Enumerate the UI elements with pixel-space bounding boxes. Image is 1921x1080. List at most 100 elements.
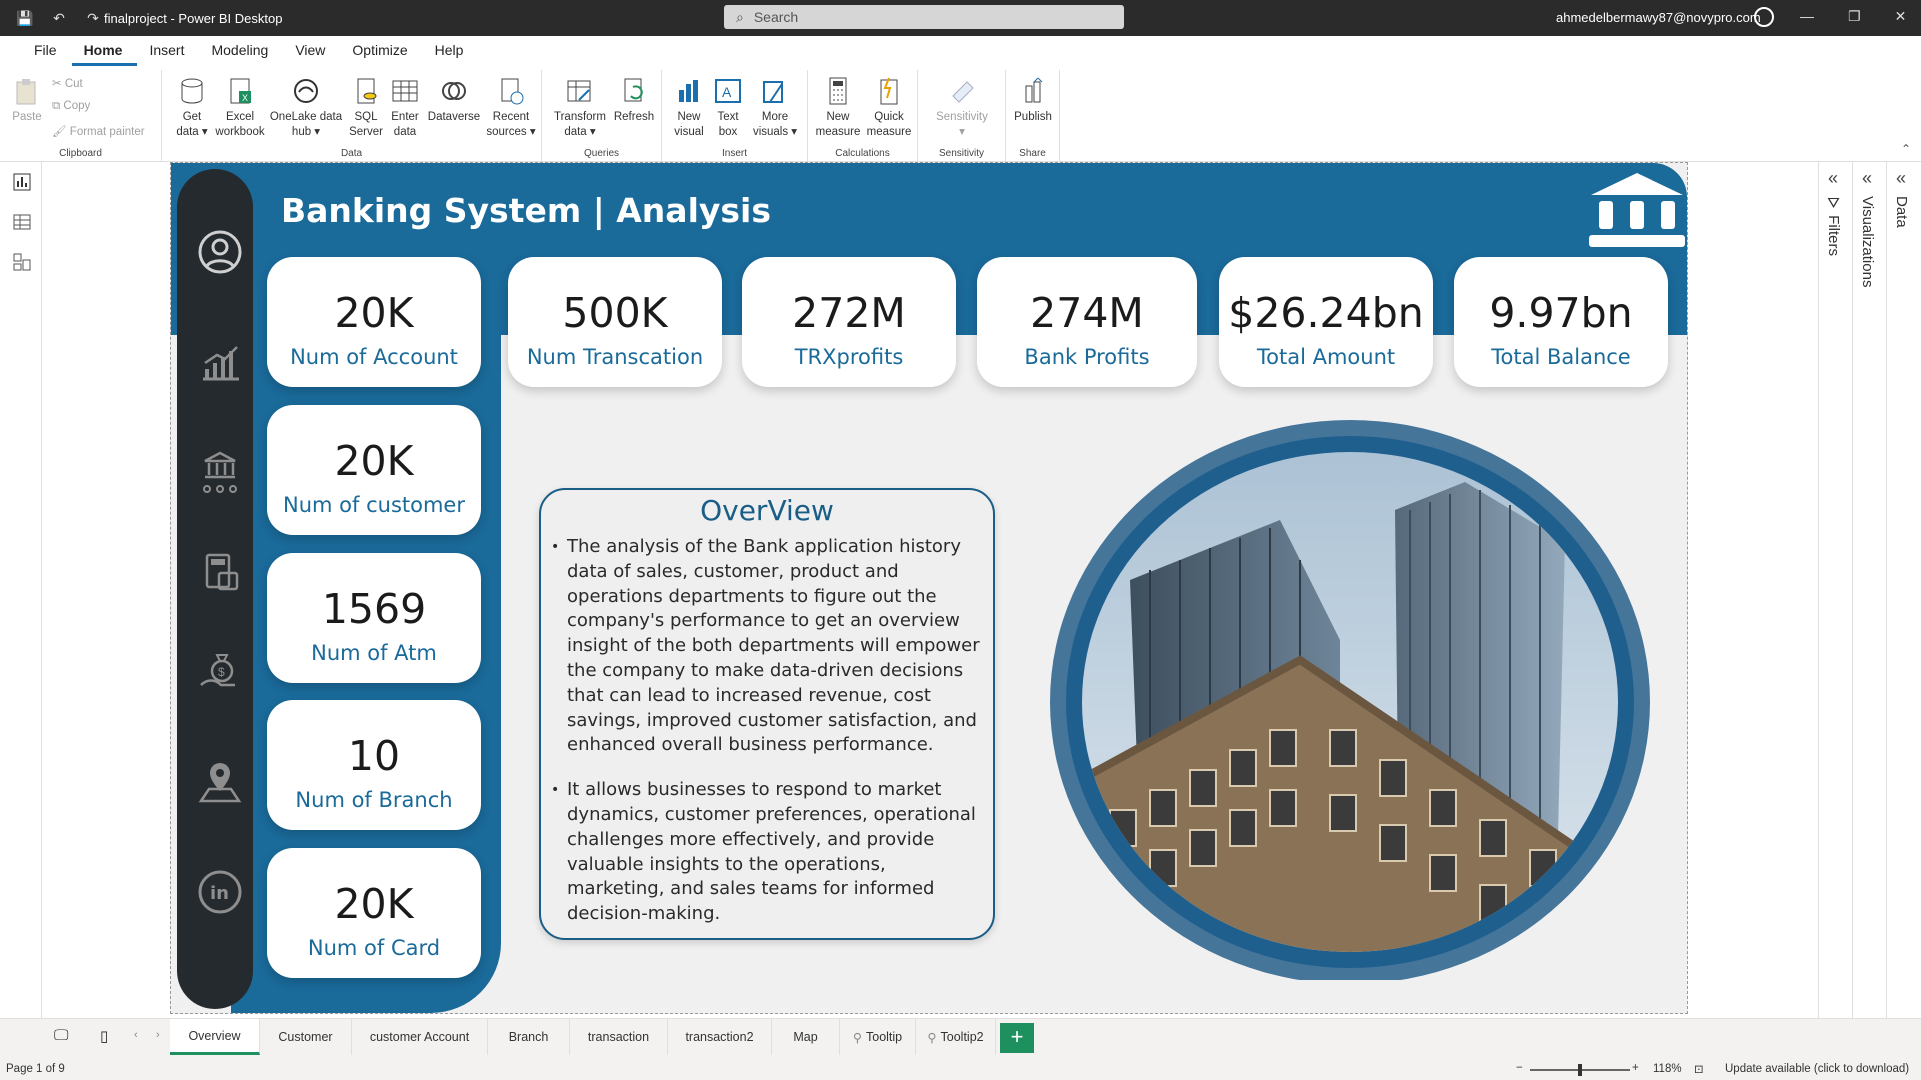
- new-visual-button[interactable]: New visual: [670, 76, 708, 140]
- prev-page-icon[interactable]: ‹: [134, 1029, 138, 1041]
- text-box-button[interactable]: A Text box: [710, 76, 746, 140]
- zoom-level: 118%: [1653, 1063, 1682, 1075]
- minimize-icon[interactable]: —: [1800, 8, 1814, 24]
- report-view-icon[interactable]: [12, 172, 32, 192]
- kpi-trx-profits[interactable]: 272M TRXprofits: [742, 257, 956, 387]
- more-visuals-button[interactable]: More visuals ▾: [750, 76, 800, 140]
- onelake-data-hub-button[interactable]: OneLake data hub ▾: [268, 76, 344, 140]
- table-view-icon[interactable]: [12, 212, 32, 232]
- recent-sources-button[interactable]: Recent sources ▾: [484, 76, 538, 140]
- cut-button[interactable]: ✂ Cut: [52, 78, 83, 90]
- search-box[interactable]: ⌕ Search: [724, 5, 1124, 29]
- menu-view[interactable]: View: [295, 42, 326, 58]
- excel-workbook-button[interactable]: X Excel workbook: [212, 76, 268, 140]
- sql-server-button[interactable]: SQL Server: [346, 76, 386, 140]
- kpi-total-amount[interactable]: $26.24bn Total Amount: [1219, 257, 1433, 387]
- restore-icon[interactable]: ❐: [1848, 8, 1861, 24]
- zoom-slider-thumb[interactable]: [1578, 1064, 1582, 1076]
- filters-pane[interactable]: « ⛛ Filters: [1818, 162, 1852, 1018]
- kpi-num-of-account[interactable]: 20K Num of Account: [267, 257, 481, 387]
- expand-visualizations-icon[interactable]: «: [1862, 168, 1873, 188]
- redo-icon[interactable]: ↷: [87, 9, 99, 26]
- format-painter-button[interactable]: 🖌 Format painter: [52, 126, 145, 138]
- zoom-out-icon[interactable]: −: [1516, 1062, 1523, 1074]
- visualizations-pane[interactable]: « Visualizations: [1852, 162, 1886, 1018]
- update-notice[interactable]: Update available (click to download): [1725, 1063, 1910, 1075]
- collapse-ribbon-icon[interactable]: ⌃: [1900, 142, 1911, 156]
- copy-button[interactable]: ⧉ Copy: [52, 100, 91, 112]
- search-icon: ⌕: [736, 8, 744, 25]
- publish-button[interactable]: Publish: [1010, 76, 1056, 125]
- new-measure-button[interactable]: New measure: [814, 76, 862, 140]
- desktop-layout-icon[interactable]: 🖵: [54, 1027, 69, 1044]
- svg-text:X: X: [242, 93, 248, 103]
- money-bag-hand-icon[interactable]: $: [197, 649, 243, 695]
- menu-insert[interactable]: Insert: [149, 42, 185, 58]
- kpi-num-of-customer[interactable]: 20K Num of customer: [267, 405, 481, 535]
- zoom-in-icon[interactable]: +: [1632, 1062, 1639, 1074]
- tab-branch[interactable]: Branch: [488, 1019, 570, 1055]
- kpi-value: $26.24bn: [1228, 289, 1424, 337]
- map-pin-icon[interactable]: [197, 759, 243, 805]
- zoom-slider[interactable]: [1530, 1064, 1630, 1076]
- menu-home[interactable]: Home: [71, 36, 138, 66]
- report-title: Banking System | Analysis: [281, 191, 771, 230]
- kpi-bank-profits[interactable]: 274M Bank Profits: [977, 257, 1197, 387]
- tab-customer-account[interactable]: customer Account: [352, 1019, 488, 1055]
- menu-optimize[interactable]: Optimize: [352, 42, 408, 58]
- kpi-total-balance[interactable]: 9.97bn Total Balance: [1454, 257, 1668, 387]
- expand-data-icon[interactable]: «: [1896, 168, 1907, 188]
- quick-measure-button[interactable]: Quick measure: [864, 76, 914, 140]
- fit-to-page-icon[interactable]: ⊡: [1694, 1064, 1704, 1076]
- tab-map[interactable]: Map: [772, 1019, 840, 1055]
- right-panes: « ⛛ Filters « Visualizations « Data: [1818, 162, 1921, 1018]
- transform-data-button[interactable]: Transform data ▾: [552, 76, 608, 140]
- tab-transaction[interactable]: transaction: [570, 1019, 668, 1055]
- overview-card[interactable]: OverView The analysis of the Bank applic…: [539, 488, 995, 940]
- title-bar: 💾 ↶ ↷ finalproject - Power BI Desktop ⌕ …: [0, 0, 1921, 36]
- avatar[interactable]: [1754, 7, 1774, 27]
- menu-help[interactable]: Help: [434, 42, 464, 58]
- dataverse-button[interactable]: Dataverse: [426, 76, 482, 125]
- get-data-button[interactable]: Get data ▾: [172, 76, 212, 140]
- kpi-num-of-card[interactable]: 20K Num of Card: [267, 848, 481, 978]
- sensitivity-button[interactable]: Sensitivity ▾: [928, 76, 996, 140]
- sensitivity-icon: [952, 81, 974, 103]
- tab-overview[interactable]: Overview: [170, 1019, 260, 1055]
- tab-tooltip2[interactable]: ⚲ Tooltip2: [916, 1019, 996, 1055]
- add-page-button[interactable]: +: [1000, 1023, 1034, 1053]
- enter-data-button[interactable]: Enter data: [386, 76, 424, 140]
- kpi-label: TRXprofits: [794, 345, 904, 369]
- menu-bar: File Home Insert Modeling View Optimize …: [0, 36, 1921, 66]
- data-pane[interactable]: « Data: [1886, 162, 1920, 1018]
- kpi-num-of-atm[interactable]: 1569 Num of Atm: [267, 553, 481, 683]
- tab-tooltip[interactable]: ⚲ Tooltip: [840, 1019, 916, 1055]
- model-view-icon[interactable]: [12, 252, 32, 272]
- kpi-num-of-branch[interactable]: 10 Num of Branch: [267, 700, 481, 830]
- expand-filters-icon[interactable]: «: [1828, 168, 1839, 188]
- menu-file[interactable]: File: [34, 42, 57, 58]
- overview-list: The analysis of the Bank application his…: [551, 535, 981, 927]
- undo-icon[interactable]: ↶: [53, 9, 65, 26]
- page-tabs-bar: 🖵 ▯ ‹ › Overview Customer customer Accou…: [0, 1018, 1921, 1060]
- chart-growth-icon[interactable]: [197, 339, 243, 385]
- user-icon[interactable]: [197, 229, 243, 275]
- close-icon[interactable]: ✕: [1894, 8, 1907, 24]
- refresh-button[interactable]: Refresh: [612, 76, 656, 125]
- kpi-value: 9.97bn: [1489, 289, 1633, 337]
- menu-modeling[interactable]: Modeling: [211, 42, 269, 58]
- calculator-money-icon[interactable]: [197, 549, 243, 595]
- tab-transaction2[interactable]: transaction2: [668, 1019, 772, 1055]
- next-page-icon[interactable]: ›: [156, 1029, 160, 1041]
- paste-button[interactable]: Paste: [12, 76, 42, 125]
- kpi-label: Total Amount: [1256, 345, 1396, 369]
- linkedin-icon[interactable]: in: [197, 869, 243, 915]
- bank-network-icon[interactable]: [197, 449, 243, 495]
- mobile-layout-icon[interactable]: ▯: [100, 1028, 109, 1045]
- kpi-num-transcation[interactable]: 500K Num Transcation: [508, 257, 722, 387]
- insert-group: New visual A Text box More visuals ▾ Insert: [662, 70, 808, 162]
- sensitivity-label: Sensitivity: [938, 148, 984, 159]
- tab-customer[interactable]: Customer: [260, 1019, 352, 1055]
- user-email[interactable]: ahmedelbermawy87@novypro.com: [1556, 10, 1761, 25]
- save-icon[interactable]: 💾: [16, 9, 34, 26]
